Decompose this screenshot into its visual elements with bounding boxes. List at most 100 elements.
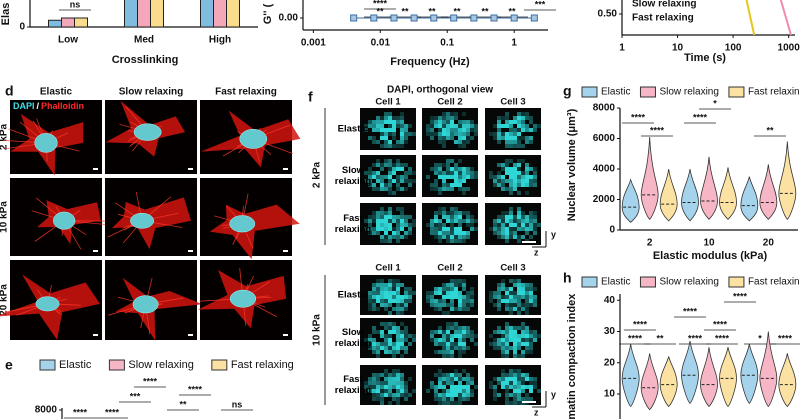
voxel [450,219,454,223]
voxel [446,235,450,239]
voxel [380,116,384,120]
voxel [525,295,529,299]
voxel [438,291,442,295]
voxel [388,191,392,195]
voxel [462,124,466,128]
x-tick-label: Low [58,35,78,46]
voxel [400,120,404,124]
voxel [372,175,376,179]
voxel [400,385,404,389]
voxel [493,175,497,179]
voxel [384,373,388,377]
voxel [400,354,404,358]
voxel [430,227,434,231]
voxel [400,187,404,191]
voxel [368,124,372,128]
voxel [454,112,458,116]
voxel [392,393,396,397]
voxel [438,369,442,373]
voxel [372,171,376,175]
voxel [404,299,408,303]
voxel [442,140,446,144]
voxel [501,287,505,291]
voxel [509,346,513,350]
voxel [466,326,470,330]
voxel [364,227,368,231]
voxel [529,346,533,350]
voxel [525,393,529,397]
voxel [450,377,454,381]
voxel [493,346,497,350]
voxel [458,219,462,223]
violin-body [681,168,699,222]
voxel [372,287,376,291]
voxel [434,231,438,235]
voxel [470,175,474,179]
row-label: 2 kPa [0,123,10,150]
voxel [509,231,513,235]
voxel [392,397,396,401]
voxel [392,171,396,175]
voxel [408,334,412,338]
voxel [364,385,368,389]
voxel [521,227,525,231]
nucleus [130,212,154,229]
voxel [376,159,380,163]
voxel [438,393,442,397]
voxel [364,171,368,175]
voxel [396,346,400,350]
voxel [442,338,446,342]
voxel [430,124,434,128]
voxel [434,303,438,307]
voxel [529,389,533,393]
voxel [466,393,470,397]
voxel [525,291,529,295]
voxel [442,175,446,179]
violin-body [759,331,778,408]
voxel [384,369,388,373]
voxel [380,227,384,231]
voxel [434,116,438,120]
voxel [505,322,509,326]
voxel [368,385,372,389]
voxel [509,136,513,140]
voxel [384,350,388,354]
voxel [521,350,525,354]
voxel [404,303,408,307]
voxel [450,346,454,350]
voxel [376,377,380,381]
voxel [364,179,368,183]
voxel [493,179,497,183]
voxel [493,303,497,307]
voxel [368,219,372,223]
voxel [517,136,521,140]
voxel [442,354,446,358]
voxel [380,303,384,307]
voxel [509,401,513,405]
voxel [380,183,384,187]
voxel [450,401,454,405]
voxel [470,167,474,171]
voxel [466,299,470,303]
voxel [497,140,501,144]
voxel [400,334,404,338]
marker [390,14,398,22]
voxel [489,381,493,385]
voxel [412,219,416,223]
voxel [501,211,505,215]
voxel [501,227,505,231]
voxel [372,338,376,342]
voxel [474,124,478,128]
voxel [434,227,438,231]
voxel [384,136,388,140]
voxel [513,223,517,227]
voxel [517,120,521,124]
voxel [505,132,509,136]
voxel [388,239,392,243]
marker [370,14,378,22]
voxel [442,393,446,397]
voxel [466,235,470,239]
voxel [438,171,442,175]
voxel [517,227,521,231]
voxel [372,163,376,167]
